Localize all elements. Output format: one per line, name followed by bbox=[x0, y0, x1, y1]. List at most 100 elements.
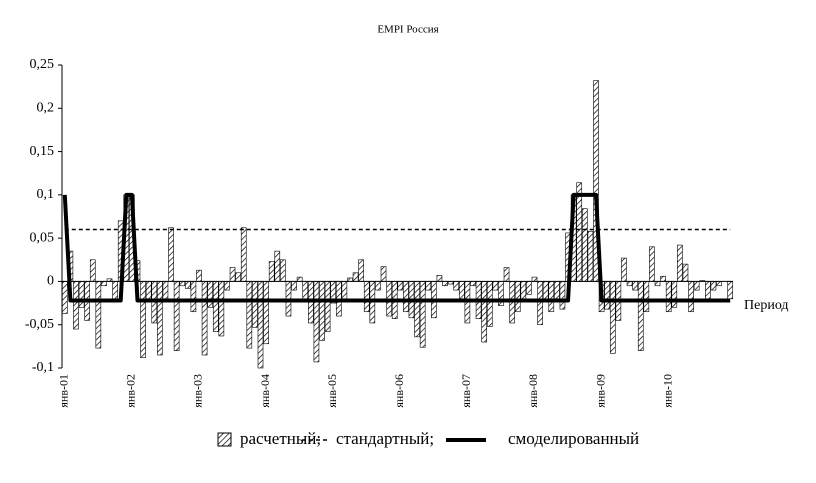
bar bbox=[548, 281, 555, 313]
bar bbox=[419, 281, 426, 348]
bar bbox=[582, 208, 588, 282]
bar bbox=[347, 277, 353, 282]
bar bbox=[380, 266, 387, 282]
x-tick-label: янв-10 bbox=[660, 374, 674, 408]
bar bbox=[710, 281, 717, 291]
bar bbox=[296, 276, 303, 282]
y-tick-label: 0,05 bbox=[30, 230, 55, 245]
bar bbox=[693, 281, 700, 291]
legend-label: смоделированный bbox=[508, 429, 639, 448]
bar bbox=[559, 281, 566, 310]
bar bbox=[637, 281, 644, 351]
bar bbox=[95, 281, 102, 349]
bar bbox=[302, 281, 309, 300]
bar bbox=[727, 281, 734, 300]
legend-label: стандартный; bbox=[336, 429, 434, 448]
x-axis-label: Период bbox=[744, 298, 789, 313]
bar bbox=[280, 259, 286, 282]
bar bbox=[168, 227, 174, 282]
bar bbox=[632, 281, 638, 291]
bar bbox=[520, 281, 527, 300]
bar bbox=[626, 281, 633, 287]
chart-title: EMPI Россия bbox=[377, 24, 438, 36]
bar bbox=[375, 281, 381, 291]
bar bbox=[609, 281, 616, 354]
bar bbox=[436, 275, 443, 282]
bar bbox=[537, 281, 543, 326]
legend-swatch bbox=[217, 432, 232, 447]
bar bbox=[403, 281, 409, 313]
x-tick-label: янв-05 bbox=[325, 374, 339, 408]
bar bbox=[201, 281, 208, 356]
x-tick-label: янв-02 bbox=[124, 374, 138, 408]
bar bbox=[145, 281, 152, 300]
bar bbox=[319, 281, 325, 341]
bar bbox=[212, 281, 219, 332]
bar bbox=[554, 281, 560, 300]
bar bbox=[274, 250, 281, 282]
bar bbox=[140, 281, 146, 358]
bar bbox=[291, 281, 297, 291]
bar bbox=[442, 281, 448, 287]
bar bbox=[224, 281, 230, 291]
bar bbox=[660, 275, 666, 282]
bar bbox=[503, 267, 510, 282]
bar bbox=[643, 281, 650, 313]
bar bbox=[246, 281, 253, 349]
y-tick-label: 0,2 bbox=[37, 101, 55, 116]
bar bbox=[604, 281, 611, 310]
x-tick-label: янв-09 bbox=[593, 374, 607, 408]
bar bbox=[162, 281, 169, 300]
bar bbox=[654, 281, 661, 287]
x-tick-label: янв-08 bbox=[526, 374, 540, 408]
y-tick-label: -0,05 bbox=[25, 317, 54, 332]
bar bbox=[184, 281, 191, 289]
x-tick-label: янв-01 bbox=[57, 374, 71, 408]
bar bbox=[397, 281, 404, 291]
bar bbox=[157, 281, 163, 356]
bar bbox=[481, 281, 487, 343]
bar bbox=[252, 281, 258, 328]
bar bbox=[358, 259, 364, 282]
legend-label: расчетный; bbox=[240, 429, 321, 448]
bar bbox=[682, 263, 689, 282]
bar bbox=[492, 281, 499, 291]
bar bbox=[705, 281, 711, 300]
bar bbox=[263, 281, 269, 345]
y-tick-label: 0,25 bbox=[30, 57, 55, 72]
bar bbox=[486, 281, 493, 327]
bar bbox=[89, 259, 96, 282]
bar bbox=[190, 281, 197, 313]
bar bbox=[196, 269, 202, 282]
bar bbox=[716, 281, 722, 287]
bar bbox=[688, 281, 694, 313]
bar bbox=[514, 281, 521, 313]
bar bbox=[621, 257, 627, 282]
x-tick-label: янв-06 bbox=[392, 374, 406, 408]
bar bbox=[542, 281, 549, 300]
line-series bbox=[62, 192, 731, 303]
bar bbox=[587, 230, 594, 282]
bar bbox=[61, 281, 68, 314]
x-tick-label: янв-04 bbox=[258, 374, 272, 408]
bar bbox=[173, 281, 180, 351]
bar bbox=[453, 281, 460, 291]
bar bbox=[671, 281, 678, 308]
bar bbox=[324, 281, 331, 332]
bar bbox=[649, 246, 655, 282]
bar bbox=[470, 281, 476, 287]
bar bbox=[677, 244, 683, 282]
bar bbox=[531, 276, 538, 282]
y-tick-label: 0 bbox=[47, 274, 54, 289]
bar bbox=[240, 227, 247, 282]
bar bbox=[101, 281, 107, 287]
bar bbox=[112, 281, 118, 300]
bar bbox=[576, 182, 583, 282]
bar bbox=[665, 281, 672, 313]
bar bbox=[458, 281, 465, 300]
bar bbox=[268, 261, 275, 282]
bar bbox=[207, 281, 213, 308]
y-tick-label: 0,1 bbox=[37, 187, 55, 202]
bar bbox=[313, 281, 320, 363]
